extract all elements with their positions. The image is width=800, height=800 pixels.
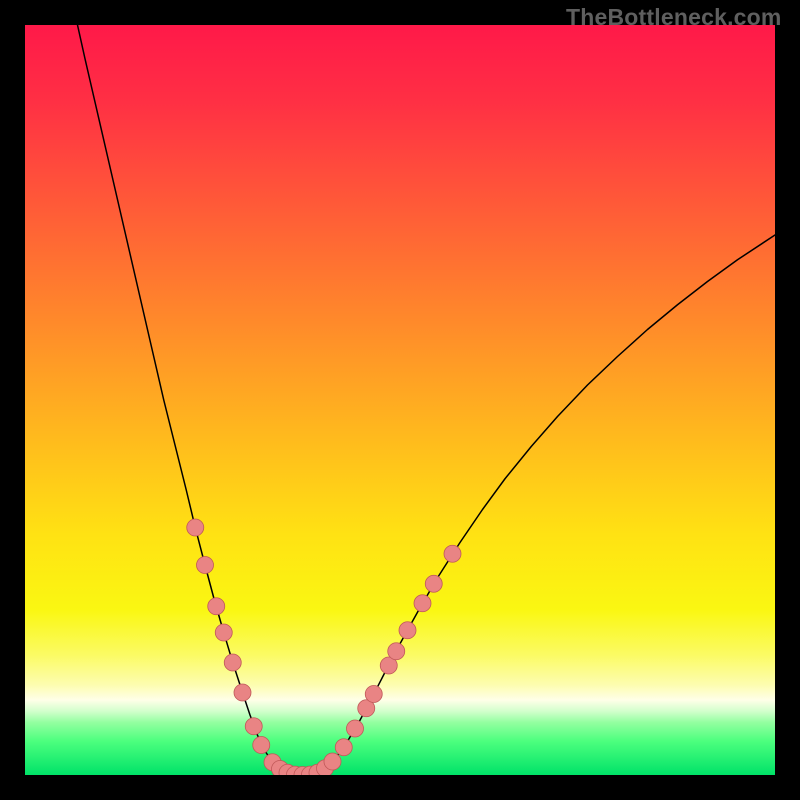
gradient-background bbox=[25, 25, 775, 775]
data-marker bbox=[324, 753, 341, 770]
data-marker bbox=[215, 624, 232, 641]
data-marker bbox=[208, 598, 225, 615]
data-marker bbox=[335, 739, 352, 756]
data-marker bbox=[444, 545, 461, 562]
data-marker bbox=[347, 720, 364, 737]
data-marker bbox=[425, 575, 442, 592]
data-marker bbox=[414, 595, 431, 612]
watermark-text: TheBottleneck.com bbox=[566, 4, 782, 31]
chart-plot-area bbox=[25, 25, 775, 775]
data-marker bbox=[187, 519, 204, 536]
data-marker bbox=[224, 654, 241, 671]
data-marker bbox=[399, 622, 416, 639]
data-marker bbox=[365, 686, 382, 703]
data-marker bbox=[388, 643, 405, 660]
data-marker bbox=[253, 737, 270, 754]
data-marker bbox=[245, 718, 262, 735]
data-marker bbox=[234, 684, 251, 701]
data-marker bbox=[197, 557, 214, 574]
chart-svg bbox=[25, 25, 775, 775]
